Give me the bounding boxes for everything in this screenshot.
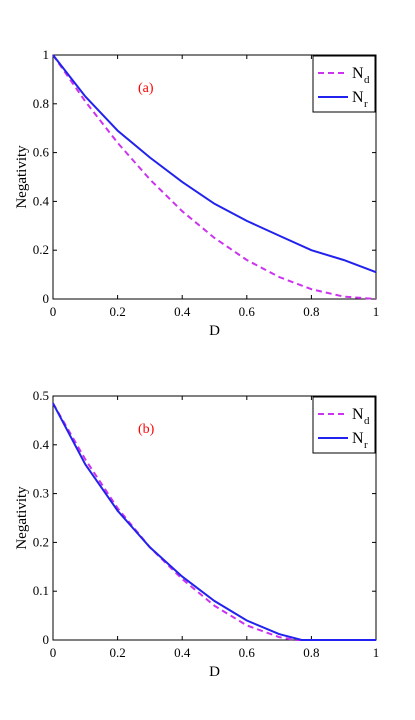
legend-label: N (352, 430, 364, 447)
y-tick-label: 0.6 (33, 145, 50, 160)
legend-label-subscript: r (364, 98, 368, 110)
legend-label: N (352, 65, 364, 82)
legend-label-subscript: d (364, 415, 370, 427)
series-line-nr (52, 402, 376, 641)
x-tick-label: 0 (50, 304, 57, 319)
plot-frame (52, 54, 377, 300)
y-tick-label: 0.2 (33, 534, 49, 549)
panel-annotation: (a) (138, 81, 154, 96)
plot-frame (52, 395, 377, 641)
y-tick-label: 0 (43, 632, 50, 647)
x-tick-label: 0 (50, 645, 57, 660)
legend-label: N (352, 89, 364, 106)
y-tick-label: 0.1 (33, 583, 49, 598)
panel-b: 0 0.2 0.4 0.6 0.8 1 0 0.1 0.2 0.3 0.4 0.5 D Negativit… (14, 388, 379, 680)
x-tick-label: 0.6 (239, 645, 256, 660)
legend-box (312, 55, 376, 113)
y-tick-label: 0.4 (33, 437, 50, 452)
panel-a: 0 0.2 0.4 0.6 0.8 1 0 0.2 0.4 0.6 0.8 1 D Negativity (… (14, 47, 379, 339)
y-tick-label: 0.4 (33, 193, 50, 208)
y-tick-label: 1 (43, 47, 50, 62)
x-tick-label: 0.4 (174, 304, 191, 319)
panel-annotation: (b) (138, 422, 155, 437)
y-tick-label: 0.5 (33, 388, 49, 403)
x-tick-label: 0.2 (109, 304, 125, 319)
x-axis-label: D (209, 664, 220, 680)
series-line-nr (52, 54, 377, 274)
y-axis-label: Negativity (14, 145, 30, 209)
y-axis-label: Negativity (14, 486, 30, 550)
legend-box (312, 396, 376, 454)
x-tick-label: 1 (373, 645, 380, 660)
x-tick-label: 1 (373, 304, 380, 319)
x-tick-label: 0.8 (303, 645, 319, 660)
y-tick-label: 0.3 (33, 486, 49, 501)
x-tick-label: 0.8 (303, 304, 319, 319)
y-tick-label: 0.2 (33, 242, 49, 257)
y-tick-label: 0.8 (33, 96, 49, 111)
x-tick-label: 0.6 (239, 304, 256, 319)
legend-label: N (352, 406, 364, 423)
x-axis-label: D (209, 323, 220, 339)
legend-label-subscript: d (364, 74, 370, 86)
legend-label-subscript: r (364, 439, 368, 451)
series-line-nd (52, 54, 377, 300)
x-tick-label: 0.4 (174, 645, 191, 660)
x-tick-label: 0.2 (109, 645, 125, 660)
y-tick-label: 0 (43, 291, 50, 306)
